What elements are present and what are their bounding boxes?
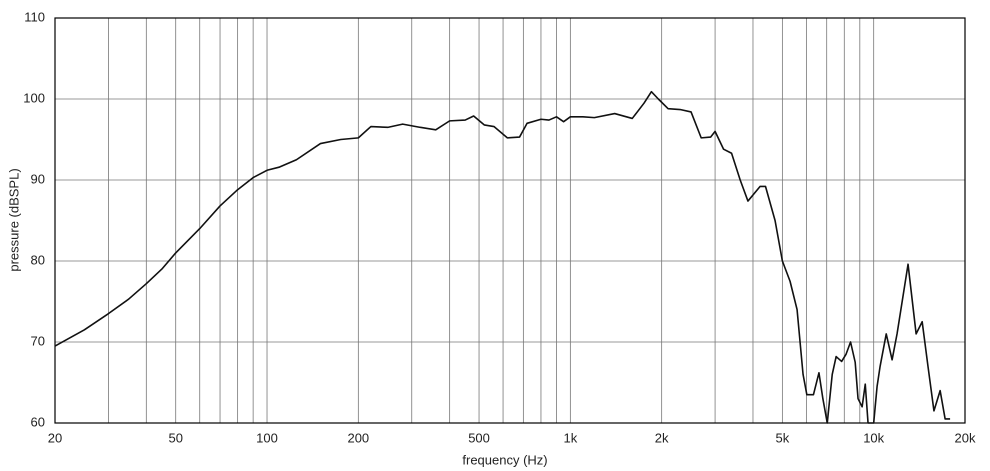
response-line bbox=[54, 90, 951, 424]
y-tick-label: 60 bbox=[31, 414, 45, 429]
y-tick-label: 110 bbox=[24, 9, 45, 24]
x-tick-label: 20 bbox=[48, 430, 62, 445]
x-tick-label: 100 bbox=[256, 430, 278, 445]
x-tick-label: 20k bbox=[955, 430, 976, 445]
x-tick-label: 50 bbox=[168, 430, 182, 445]
x-axis-label: frequency (Hz) bbox=[462, 452, 547, 467]
y-tick-label: 80 bbox=[31, 252, 45, 267]
x-tick-label: 500 bbox=[468, 430, 490, 445]
x-tick-label: 1k bbox=[563, 430, 577, 445]
y-tick-label: 70 bbox=[31, 333, 45, 348]
y-tick-label: 90 bbox=[31, 171, 45, 186]
x-tick-label: 200 bbox=[347, 430, 369, 445]
x-tick-label: 10k bbox=[863, 430, 884, 445]
x-tick-label: 5k bbox=[776, 430, 790, 445]
plot-frame bbox=[54, 17, 966, 424]
y-axis-label: pressure (dBSPL) bbox=[6, 168, 21, 271]
y-tick-label: 100 bbox=[23, 90, 45, 105]
x-tick-label: 2k bbox=[655, 430, 669, 445]
